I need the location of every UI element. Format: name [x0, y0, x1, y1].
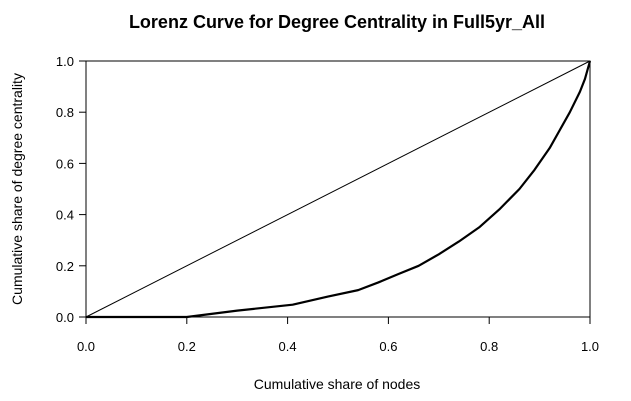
plot-area: [85, 60, 592, 319]
x-tick-label: 0.8: [480, 339, 498, 354]
y-tick-label: 0.0: [56, 310, 74, 325]
y-tick-label: 0.6: [56, 156, 74, 171]
y-tick-label: 0.2: [56, 259, 74, 274]
y-axis: 0.0 0.2 0.4 0.6 0.8 1.0: [56, 54, 86, 325]
x-axis-label: Cumulative share of nodes: [254, 376, 421, 392]
series-layer: [85, 60, 592, 319]
x-tick-label: 1.0: [581, 339, 599, 354]
y-tick-label: 0.8: [56, 105, 74, 120]
x-tick-label: 0.2: [178, 339, 196, 354]
y-tick-label: 0.4: [56, 208, 74, 223]
x-axis: 0.0 0.2 0.4 0.6 0.8 1.0: [77, 317, 599, 354]
x-tick-label: 0.0: [77, 339, 95, 354]
y-axis-label: Cumulative share of degree centrality: [9, 73, 25, 305]
x-tick-label: 0.6: [379, 339, 397, 354]
x-tick-label: 0.4: [279, 339, 297, 354]
equality-line: [85, 60, 591, 318]
chart-title: Lorenz Curve for Degree Centrality in Fu…: [129, 12, 545, 32]
lorenz-curve-line: [86, 60, 592, 319]
y-tick-label: 1.0: [56, 54, 74, 69]
plot-frame: [85, 60, 591, 318]
